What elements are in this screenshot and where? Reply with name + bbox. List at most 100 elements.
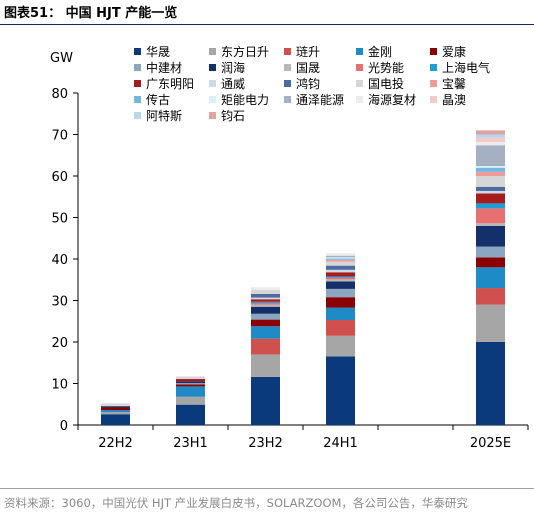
- bar-segment: [476, 225, 505, 247]
- bar-segment: [476, 342, 505, 425]
- x-tick-label: 2025E: [470, 436, 511, 451]
- legend-swatch: [284, 80, 291, 87]
- bar-segment: [326, 261, 355, 266]
- bar-segment: [176, 378, 205, 379]
- bar-segment: [476, 246, 505, 258]
- bar-segment: [476, 134, 505, 138]
- legend-swatch: [134, 48, 141, 55]
- legend-label: 东方日升: [221, 45, 270, 59]
- bar-segment: [326, 281, 355, 289]
- legend-swatch: [134, 80, 141, 87]
- bar-segment: [476, 171, 505, 176]
- legend-item: 爱康: [430, 44, 466, 59]
- bar-segment: [326, 276, 355, 278]
- legend-label: 中建材: [146, 61, 183, 75]
- bar-segment: [251, 299, 280, 302]
- legend-swatch: [209, 64, 216, 71]
- bar-segment: [251, 302, 280, 305]
- legend-swatch: [209, 80, 216, 87]
- legend-item: 宝馨: [430, 76, 466, 91]
- bar-segment: [476, 288, 505, 305]
- legend-label: 鸿钧: [296, 77, 321, 91]
- bar-segment: [326, 257, 355, 259]
- bar-segment: [326, 307, 355, 321]
- legend-swatch: [356, 96, 363, 103]
- bar-segment: [101, 405, 130, 406]
- legend-swatch: [356, 48, 363, 55]
- legend-item: 晶澳: [430, 92, 466, 107]
- legend-label: 宝馨: [442, 77, 467, 91]
- bar-segment: [326, 272, 355, 277]
- bar-segment: [326, 288, 355, 298]
- legend-swatch: [209, 48, 216, 55]
- bar-segment: [326, 253, 355, 256]
- legend-swatch: [430, 80, 437, 87]
- bar-segment: [476, 141, 505, 146]
- legend-item: 润海: [209, 60, 245, 75]
- bar-segment: [101, 407, 130, 411]
- legend-swatch: [356, 80, 363, 87]
- bar-segment: [176, 378, 205, 382]
- bar-segment: [326, 279, 355, 282]
- legend-item: 华晟: [134, 44, 170, 59]
- bar-segment: [176, 384, 205, 387]
- bar-segment: [476, 203, 505, 209]
- legend-label: 光势能: [368, 61, 405, 75]
- legend-item: 广东明阳: [134, 76, 194, 91]
- bar-segment: [176, 383, 205, 385]
- legend-swatch: [284, 64, 291, 71]
- legend-label: 阿特斯: [146, 109, 183, 123]
- legend-item: 传古: [134, 92, 170, 107]
- y-tick-label: 10: [51, 378, 68, 393]
- legend-item: 上海电气: [430, 60, 490, 75]
- legend-swatch: [430, 48, 437, 55]
- legend-label: 矩能电力: [221, 93, 270, 107]
- legend-item: 通泽能源: [284, 92, 344, 107]
- bar-segment: [326, 277, 355, 280]
- legend-swatch: [430, 96, 437, 103]
- bar-segment: [476, 267, 505, 289]
- bar-segment: [251, 326, 280, 339]
- legend-item: 中建材: [134, 60, 182, 75]
- title-bar: 图表51： 中国 HJT 产能一览: [0, 0, 534, 25]
- bar-segment: [176, 386, 205, 397]
- y-tick-label: 50: [51, 212, 68, 227]
- bar-segment: [176, 396, 205, 405]
- source-note: 资料来源：3060，中国光伏 HJT 产业发展白皮书，SOLARZOOM，各公司…: [4, 496, 468, 510]
- bar-segment: [326, 258, 355, 260]
- legend-label: 上海电气: [442, 61, 491, 75]
- legend-item: 海源复材: [356, 92, 416, 107]
- x-tick-label: 24H1: [323, 436, 358, 451]
- y-tick-label: 80: [51, 87, 68, 102]
- y-tick-label: 30: [51, 295, 68, 310]
- legend-label: 国电投: [368, 77, 405, 91]
- bar-segment: [476, 145, 505, 167]
- bar-segment: [101, 414, 130, 425]
- bar-segment: [326, 255, 355, 258]
- y-tick-label: 20: [51, 336, 68, 351]
- bar-segment: [476, 167, 505, 172]
- figure-title: 图表51： 中国 HJT 产能一览: [4, 6, 178, 21]
- bar-segment: [326, 356, 355, 425]
- bar-segment: [251, 297, 280, 300]
- bar-segment: [476, 166, 505, 168]
- legend-item: 国晟: [284, 60, 320, 75]
- y-axis: 0 10 20 30 40 50 60 70 80: [51, 87, 79, 434]
- legend-swatch: [134, 112, 141, 119]
- legend-label: 国晟: [296, 61, 321, 75]
- bar-segment: [176, 381, 205, 384]
- y-axis-label: GW: [50, 51, 73, 66]
- legend-item: 金刚: [356, 44, 392, 59]
- legend-label: 通泽能源: [296, 93, 345, 107]
- bar-segment: [476, 130, 505, 135]
- bar-segment: [476, 137, 505, 142]
- legend-swatch: [356, 64, 363, 71]
- legend-label: 华晟: [146, 45, 171, 59]
- bar-segment: [326, 335, 355, 357]
- bar-segment: [251, 376, 280, 425]
- legend-swatch: [134, 96, 141, 103]
- legend-item: 琏升: [284, 44, 320, 59]
- bar-segment: [101, 405, 130, 407]
- bar-segment: [251, 306, 280, 314]
- legend-item: 阿特斯: [134, 108, 182, 123]
